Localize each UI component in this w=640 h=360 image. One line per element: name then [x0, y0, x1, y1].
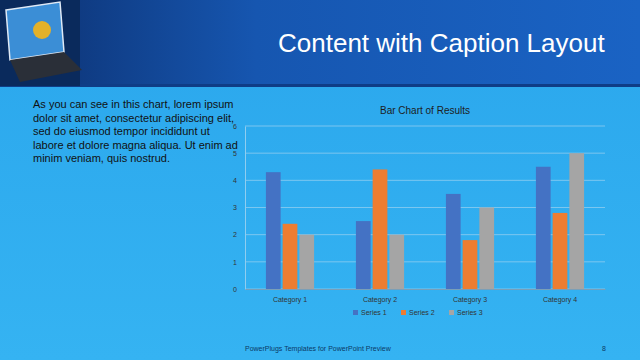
grid — [245, 126, 605, 289]
grid-line — [245, 261, 605, 262]
legend-swatch — [449, 310, 454, 315]
bar — [356, 221, 371, 289]
legend-item: Series 1 — [353, 309, 387, 316]
x-tick-label: Category 1 — [273, 296, 307, 304]
x-tick: Category 1 — [273, 289, 307, 304]
bars — [266, 153, 584, 289]
legend-swatch — [401, 310, 406, 315]
x-tick-label: Category 2 — [363, 296, 397, 304]
figure — [33, 21, 51, 39]
y-tick-label: 5 — [233, 150, 237, 157]
grid-line — [245, 289, 605, 290]
y-axis-line — [245, 127, 246, 290]
bar — [479, 208, 494, 290]
x-axis-line — [246, 289, 606, 290]
legend-label: Series 1 — [361, 309, 387, 316]
grid-line — [245, 153, 605, 154]
footer: PowerPlugs Templates for PowerPoint Prev… — [245, 345, 392, 353]
series — [283, 169, 568, 289]
bar — [283, 224, 298, 289]
bar — [373, 169, 388, 289]
series — [299, 153, 584, 289]
slide: Content with Caption Layout PowerPlugs Te… — [0, 0, 640, 360]
y-tick: 2 — [233, 231, 245, 238]
y-tick-label: 6 — [233, 123, 237, 130]
grid-line — [245, 126, 605, 127]
y-tick: 4 — [233, 177, 245, 184]
slide-title: Content with Caption Layout — [278, 28, 605, 58]
page-number: 8 — [602, 345, 606, 352]
y-tick: 6 — [233, 123, 245, 130]
chart-title: Bar Chart of Results — [380, 105, 470, 116]
header-image — [0, 0, 82, 86]
bar — [553, 213, 568, 289]
grid-line — [245, 234, 605, 235]
y-tick-label: 3 — [233, 204, 237, 211]
bar — [446, 194, 461, 289]
legend-item: Series 3 — [449, 309, 483, 316]
y-tick: 5 — [233, 150, 245, 157]
caption: As you can see in this chart, lorem ipsu… — [33, 98, 238, 166]
bar — [536, 167, 551, 289]
x-tick: Category 4 — [543, 289, 577, 304]
y-tick: 0 — [233, 286, 245, 293]
bar — [389, 235, 404, 289]
grid-line — [245, 180, 605, 181]
legend-label: Series 3 — [457, 309, 483, 316]
bar — [463, 240, 478, 289]
y-tick-label: 4 — [233, 177, 237, 184]
legend: Series 1 Series 2 Series 3 — [353, 309, 483, 316]
legend-label: Series 2 — [409, 309, 435, 316]
x-tick: Category 3 — [453, 289, 487, 304]
series — [266, 167, 551, 289]
bar — [299, 235, 314, 289]
chart: Bar Chart of Results0123456Category 1Cat… — [233, 105, 605, 316]
y-tick-label: 2 — [233, 231, 237, 238]
header-band — [0, 0, 640, 86]
laptop-keyboard — [10, 52, 82, 82]
y-tick: 3 — [233, 204, 245, 211]
bar — [569, 153, 584, 289]
x-tick-label: Category 3 — [453, 296, 487, 304]
legend-item: Series 2 — [401, 309, 435, 316]
header-rule — [0, 84, 640, 87]
y-tick: 1 — [233, 259, 245, 266]
legend-swatch — [353, 310, 358, 315]
x-tick-label: Category 4 — [543, 296, 577, 304]
grid-line — [245, 207, 605, 208]
background — [0, 0, 640, 360]
x-tick: Category 2 — [363, 289, 397, 304]
laptop-screen — [6, 2, 64, 60]
y-tick-label: 0 — [233, 286, 237, 293]
y-tick-label: 1 — [233, 259, 237, 266]
x-axis: Category 1 Category 2 Category 3 Category 4 — [246, 289, 606, 304]
bar — [266, 172, 281, 289]
